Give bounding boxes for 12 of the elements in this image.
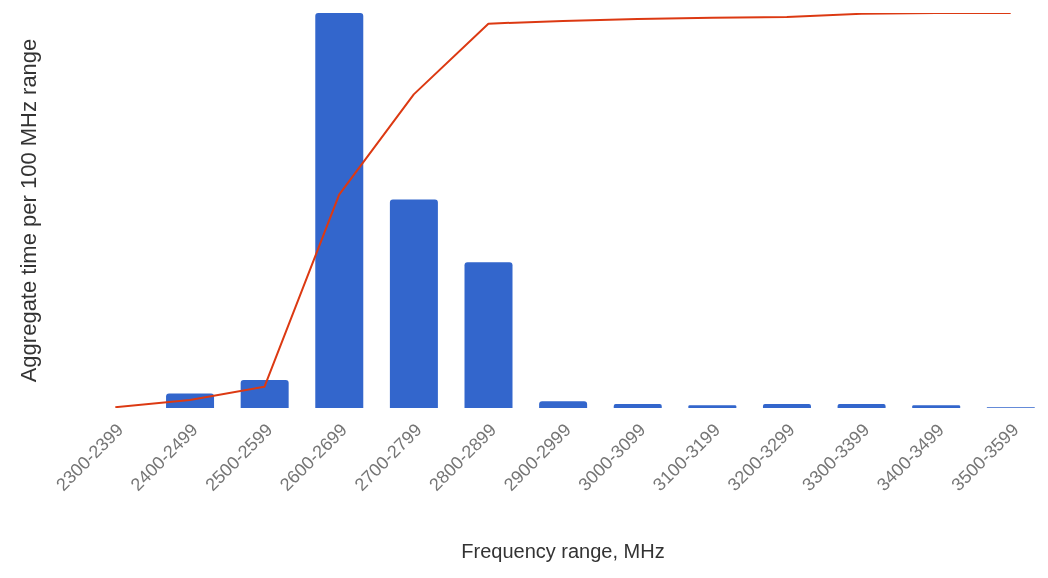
bar bbox=[464, 262, 513, 408]
bar bbox=[912, 405, 961, 408]
bar bbox=[389, 199, 438, 408]
bar bbox=[762, 404, 811, 408]
bar bbox=[240, 379, 289, 408]
bar bbox=[539, 401, 588, 408]
bar bbox=[613, 404, 662, 408]
bar bbox=[837, 404, 886, 408]
bar bbox=[688, 405, 737, 408]
x-axis-title: Frequency range, MHz bbox=[461, 540, 665, 562]
y-axis-title: Aggregate time per 100 MHz range bbox=[15, 38, 41, 383]
bar bbox=[315, 13, 364, 408]
